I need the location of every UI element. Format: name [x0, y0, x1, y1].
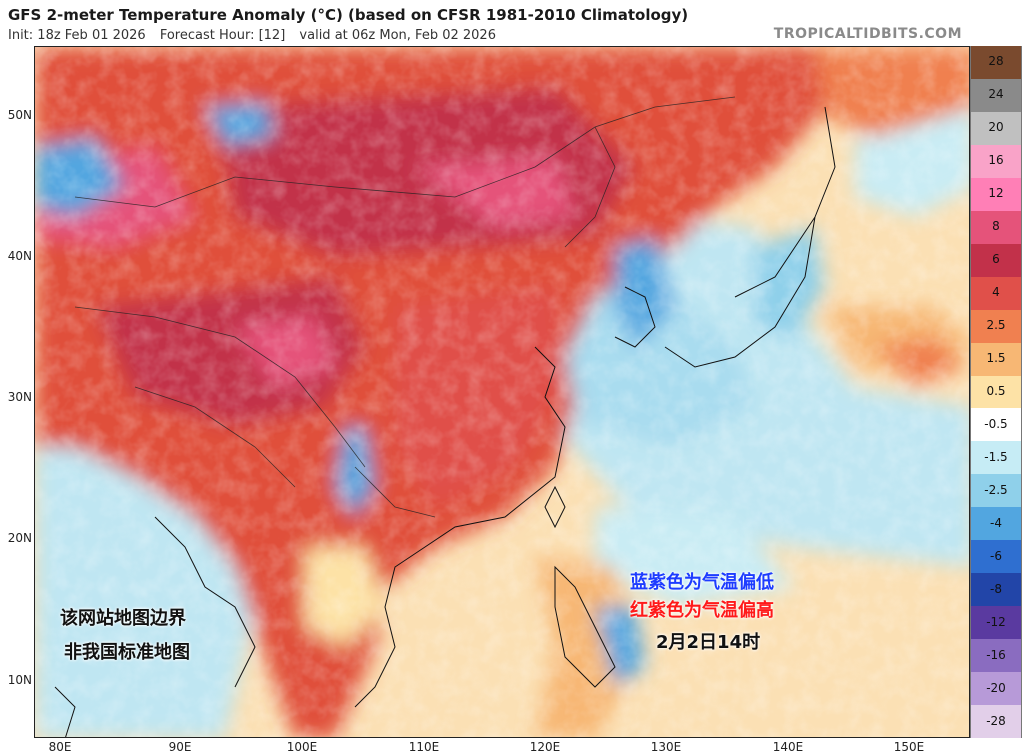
colorbar-swatch [970, 276, 1022, 310]
forecast-local-time: 2月2日14时 [656, 632, 761, 653]
longitude-label: 150E [893, 740, 925, 754]
country-borders [74, 96, 736, 518]
colorbar-swatch [970, 705, 1022, 738]
colorbar-label: -4 [990, 515, 1002, 530]
colorbar-label: -1.5 [984, 449, 1008, 464]
legend-red-note: 红紫色为气温偏高 [630, 600, 774, 621]
latitude-label: 30N [7, 390, 32, 404]
colorbar-swatch [970, 672, 1022, 706]
colorbar-legend: 28 24 20 16 12 8 6 4 2.5 1.5 0.5 -0.5 -1.5 -2.5 -4 -6 -8… [970, 46, 1024, 738]
longitude-label: 130E [650, 740, 682, 754]
colorbar-label: 2.5 [986, 318, 1006, 333]
init-time: Init: 18z Feb 01 2026 [8, 28, 146, 43]
map-title: GFS 2-meter Temperature Anomaly (°C) (ba… [8, 6, 689, 24]
colorbar-label: 4 [992, 285, 1000, 300]
colorbar-label: -6 [990, 548, 1002, 563]
longitude-label: 110E [408, 740, 440, 754]
colorbar-swatch [970, 78, 1022, 112]
colorbar-label: 6 [992, 252, 1000, 267]
colorbar-label: -2.5 [984, 482, 1008, 497]
longitude-label: 80E [48, 740, 72, 754]
longitude-label: 120E [529, 740, 561, 754]
latitude-label: 10N [7, 673, 32, 687]
colorbar-label: -16 [986, 647, 1006, 662]
header: GFS 2-meter Temperature Anomaly (°C) (ba… [8, 4, 1024, 44]
longitude-label: 140E [772, 740, 804, 754]
colorbar-swatch [970, 46, 1022, 79]
colorbar-label: 1.5 [986, 351, 1006, 366]
map-boundary-note-line1: 该网站地图边界 [60, 608, 186, 629]
colorbar-swatch [970, 606, 1022, 640]
colorbar-label: -20 [986, 680, 1006, 695]
colorbar-label: -28 [986, 713, 1006, 728]
colorbar-label: 28 [988, 54, 1004, 69]
colorbar-swatch [970, 408, 1022, 442]
colorbar-label: -8 [990, 581, 1002, 596]
latitude-label: 20N [7, 531, 32, 545]
anomaly-map [34, 46, 970, 738]
forecast-info: Init: 18z Feb 01 2026 Forecast Hour: [12… [8, 28, 506, 43]
forecast-hour: Forecast Hour: [12] [159, 28, 286, 43]
map-canvas [35, 47, 969, 737]
colorbar-swatch [970, 342, 1022, 376]
colorbar-label: -12 [986, 614, 1006, 629]
latitude-label: 40N [7, 249, 32, 263]
longitude-label: 90E [168, 740, 192, 754]
colorbar-swatch [970, 144, 1022, 178]
colorbar-label: 12 [988, 186, 1004, 201]
map-boundary-note-line2: 非我国标准地图 [64, 642, 190, 663]
colorbar-swatch [970, 111, 1022, 145]
legend-blue-note: 蓝紫色为气温偏低 [630, 572, 774, 593]
brand-watermark: TROPICALTIDBITS.COM [773, 26, 962, 42]
colorbar-label: 20 [988, 120, 1004, 135]
colorbar-swatch [970, 474, 1022, 508]
colorbar-swatch [970, 573, 1022, 607]
coastlines [54, 106, 836, 737]
colorbar-swatch [970, 639, 1022, 673]
colorbar-label: 24 [988, 87, 1004, 102]
colorbar-swatch [970, 210, 1022, 244]
colorbar-label: 0.5 [986, 384, 1006, 398]
colorbar-swatch [970, 507, 1022, 541]
colorbar-label: -0.5 [984, 416, 1008, 431]
colorbar-swatch [970, 540, 1022, 574]
speckle-texture [35, 47, 969, 737]
colorbar-swatch [970, 441, 1022, 475]
colorbar-swatch [970, 243, 1022, 277]
colorbar-label: 16 [988, 153, 1004, 168]
latitude-label: 50N [7, 108, 32, 122]
colorbar-label: 8 [992, 219, 1000, 234]
colorbar-swatch [970, 177, 1022, 211]
valid-time: valid at 06z Mon, Feb 02 2026 [299, 28, 496, 43]
colorbar-swatch [970, 309, 1022, 343]
longitude-label: 100E [286, 740, 318, 754]
colorbar-swatch [970, 375, 1022, 409]
